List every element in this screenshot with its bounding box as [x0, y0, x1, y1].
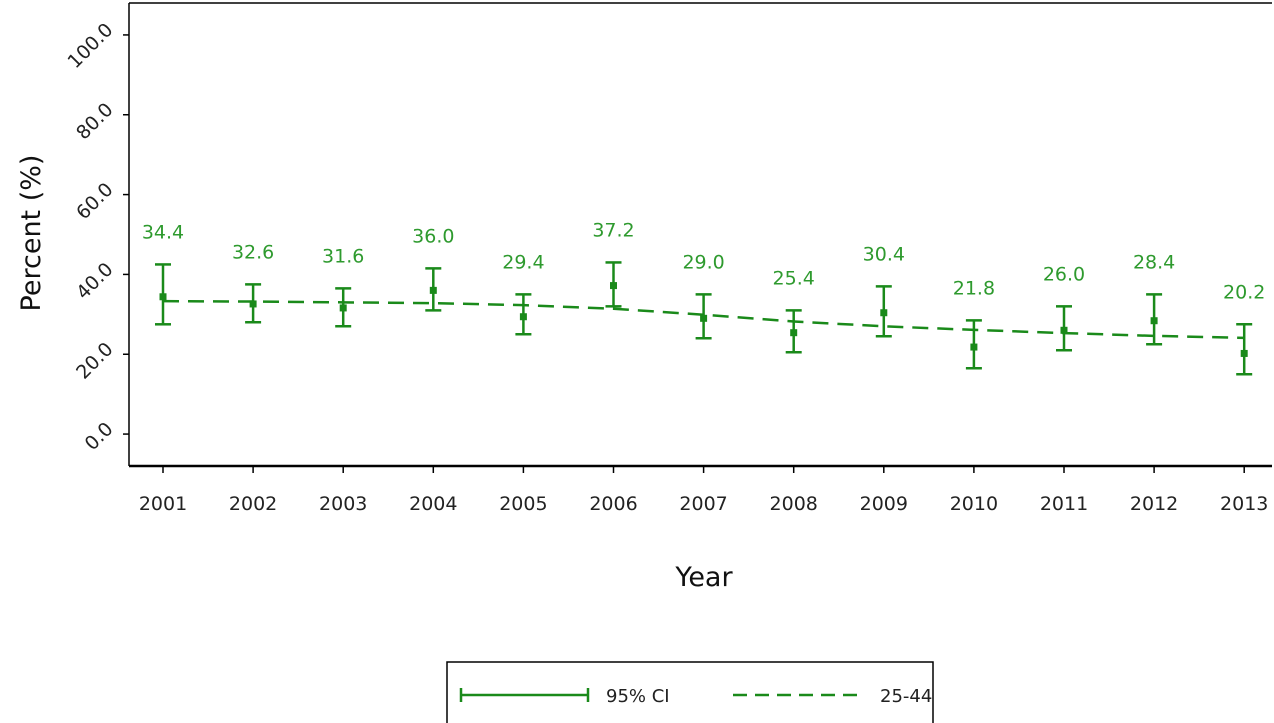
- x-tick-label: 2006: [589, 493, 637, 515]
- plot-frame: [128, 2, 1272, 468]
- x-tick-label: 2005: [499, 493, 547, 515]
- data-label: 30.4: [863, 243, 905, 265]
- x-axis-title: Year: [674, 562, 733, 593]
- y-tick-label: 80.0: [72, 99, 117, 144]
- data-label: 36.0: [412, 225, 454, 247]
- data-label: 26.0: [1043, 263, 1085, 285]
- data-point: [970, 343, 978, 351]
- data-point: [1060, 326, 1068, 334]
- data-point: [519, 313, 527, 321]
- x-tick-label: 2011: [1040, 493, 1088, 515]
- data-label: 37.2: [592, 219, 634, 241]
- x-tick-label: 2008: [770, 493, 818, 515]
- data-label: 29.0: [682, 251, 724, 273]
- legend-series-label: 25-44: [880, 686, 932, 707]
- legend-box: [446, 661, 934, 723]
- y-axis-title: Percent (%): [16, 155, 47, 312]
- data-label-layer: 34.4 32.6 31.6 36.0 29.4 37.2 29.0 25.4 30.4 21.8…: [142, 219, 1266, 303]
- y-tick-label: 0.0: [81, 418, 118, 455]
- data-point: [1240, 349, 1248, 357]
- x-tick-label: 2003: [319, 493, 367, 515]
- data-label: 32.6: [232, 241, 274, 263]
- x-tick-label: 2012: [1130, 493, 1178, 515]
- x-tick-label: 2001: [139, 493, 187, 515]
- data-point: [700, 314, 708, 322]
- x-tick-label: 2009: [860, 493, 908, 515]
- data-label: 31.6: [322, 245, 364, 267]
- y-tick-label: 20.0: [72, 338, 117, 383]
- legend: 95% CI 25-44: [446, 661, 934, 723]
- data-point: [429, 286, 437, 294]
- data-point: [880, 309, 888, 317]
- y-axis: 0.0 20.0 40.0 60.0 80.0 100.0: [64, 19, 129, 455]
- x-tick-label: 2013: [1220, 493, 1268, 515]
- x-tick-label: 2010: [950, 493, 998, 515]
- data-label: 29.4: [502, 251, 544, 273]
- data-point: [790, 329, 798, 337]
- x-tick-label: 2007: [679, 493, 727, 515]
- x-tick-label: 2002: [229, 493, 277, 515]
- x-tick-label: 2004: [409, 493, 457, 515]
- x-axis: 2001 2002 2003 2004 2005 2006 2007 2008 2009 2010…: [139, 466, 1268, 515]
- data-point: [159, 293, 167, 301]
- data-label: 20.2: [1223, 281, 1265, 303]
- point-layer: [159, 282, 1248, 357]
- data-point: [610, 282, 617, 290]
- data-point: [339, 304, 347, 312]
- data-label: 25.4: [773, 267, 815, 289]
- data-label: 21.8: [953, 277, 995, 299]
- data-point: [249, 300, 257, 308]
- legend-ci-label: 95% CI: [606, 686, 670, 707]
- data-label: 34.4: [142, 221, 184, 243]
- y-tick-label: 100.0: [64, 19, 118, 73]
- y-tick-label: 40.0: [72, 258, 117, 303]
- y-tick-label: 60.0: [72, 179, 117, 224]
- data-point: [1150, 317, 1158, 325]
- data-label: 28.4: [1133, 251, 1175, 273]
